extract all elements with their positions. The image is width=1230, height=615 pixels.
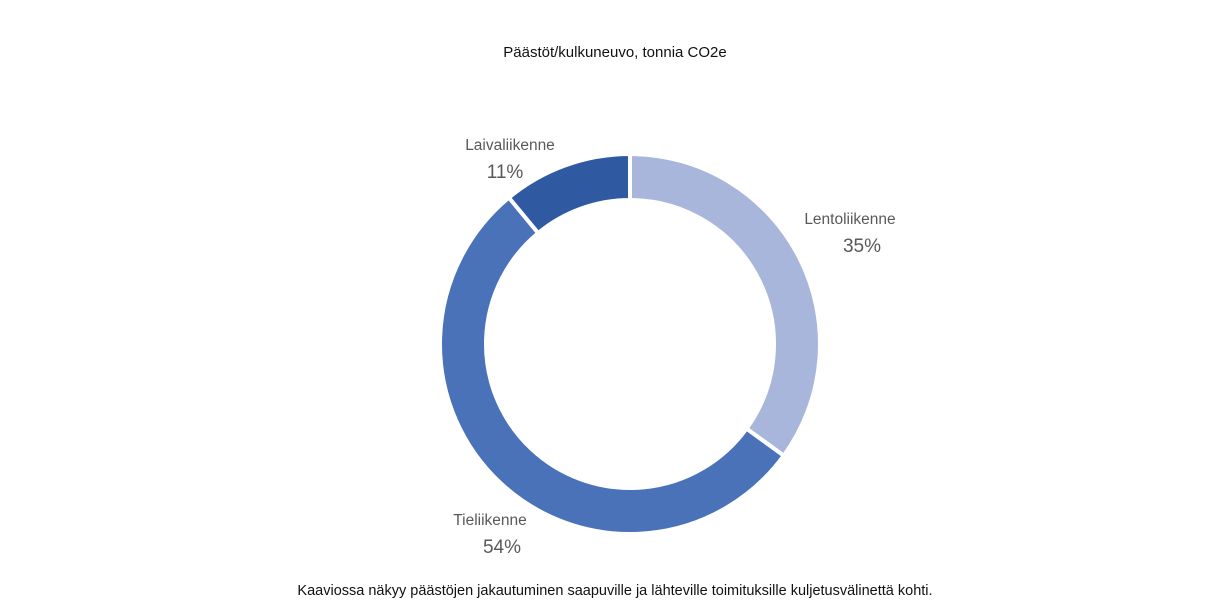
slice-value-laivaliikenne: 11%	[487, 162, 524, 183]
slice-label-lentoliikenne: Lentoliikenne	[804, 211, 895, 228]
slice-value-tieliikenne: 54%	[483, 537, 521, 558]
slice-laivaliikenne	[506, 151, 632, 236]
slice-label-tieliikenne: Tieliikenne	[453, 512, 527, 529]
slice-tieliikenne	[438, 194, 787, 536]
chart-caption: Kaaviossa näkyy päästöjen jakautuminen s…	[297, 583, 933, 599]
chart-title: Päästöt/kulkuneuvo, tonnia CO2e	[503, 44, 727, 61]
slice-lentoliikenne	[628, 151, 822, 459]
slice-value-lentoliikenne: 35%	[843, 236, 881, 257]
slice-label-laivaliikenne: Laivaliikenne	[465, 137, 555, 154]
